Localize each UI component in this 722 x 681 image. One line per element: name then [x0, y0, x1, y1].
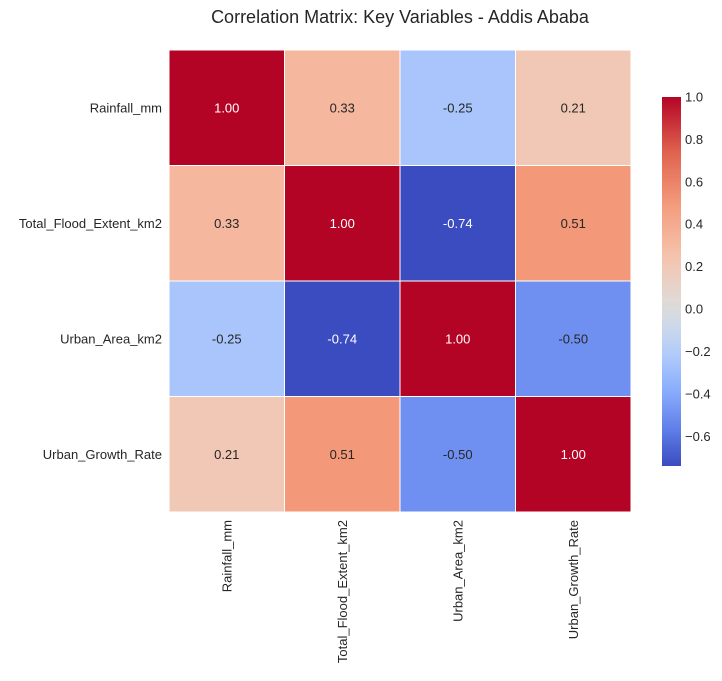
- column-labels: Rainfall_mm Total_Flood_Extent_km2 Urban_A…: [219, 520, 581, 663]
- column-label: Rainfall_mm: [219, 520, 234, 592]
- colorbar-tick-label: 0.2: [685, 259, 703, 274]
- heatmap-cell: [515, 165, 632, 282]
- cell-value-label: -0.50: [558, 331, 588, 346]
- colorbar-tick-label: 0.8: [685, 132, 703, 147]
- heatmap-cell: [168, 49, 285, 166]
- column-label: Total_Flood_Extent_km2: [335, 520, 350, 663]
- row-label: Urban_Growth_Rate: [43, 447, 162, 462]
- cell-value-label: 0.33: [330, 100, 355, 115]
- cell-value-label: 0.51: [561, 216, 586, 231]
- cell-value-label: 0.33: [214, 216, 239, 231]
- heatmap-cell: [399, 49, 516, 166]
- row-label: Total_Flood_Extent_km2: [19, 216, 162, 231]
- heatmap-cells: 1.00 0.33 -0.25 0.21 0.33 1.00 -0.74 0.51 -0.25 -…: [168, 49, 632, 513]
- column-label: Urban_Growth_Rate: [566, 520, 581, 639]
- colorbar-tick-label: −0.2: [685, 344, 711, 359]
- heatmap-cell: [168, 165, 285, 282]
- colorbar-tick-label: −0.4: [685, 386, 711, 401]
- cell-value-label: -0.74: [443, 216, 473, 231]
- cell-value-label: -0.25: [443, 100, 473, 115]
- heatmap-cell: [284, 49, 401, 166]
- heatmap-cell: [284, 165, 401, 282]
- cell-value-label: 1.00: [330, 216, 355, 231]
- cell-value-label: -0.74: [327, 331, 357, 346]
- cell-value-label: 0.21: [561, 100, 586, 115]
- heatmap-cell: [284, 280, 401, 397]
- heatmap-cell: [168, 396, 285, 513]
- chart-title: Correlation Matrix: Key Variables - Addi…: [211, 7, 590, 27]
- cell-value-label: -0.25: [212, 331, 242, 346]
- colorbar-tick-label: 1.0: [685, 90, 703, 105]
- heatmap-cell: [399, 396, 516, 513]
- colorbar-tick-label: 0.4: [685, 217, 703, 232]
- colorbar: 1.0 0.8 0.6 0.4 0.2 0.0 −0.2 −0.4 −0.6: [662, 90, 711, 466]
- cell-value-label: 0.21: [214, 447, 239, 462]
- row-label: Urban_Area_km2: [60, 331, 162, 346]
- cell-value-label: 1.00: [445, 331, 470, 346]
- heatmap-cell: [284, 396, 401, 513]
- colorbar-tick-label: −0.6: [685, 429, 711, 444]
- colorbar-tick-label: 0.6: [685, 174, 703, 189]
- heatmap-cell: [515, 280, 632, 397]
- cell-value-label: 1.00: [214, 100, 239, 115]
- heatmap-cell: [515, 396, 632, 513]
- row-labels: Rainfall_mm Total_Flood_Extent_km2 Urban_A…: [19, 100, 162, 462]
- cell-value-label: 0.51: [330, 447, 355, 462]
- column-label: Urban_Area_km2: [450, 520, 465, 622]
- colorbar-ticks: 1.0 0.8 0.6 0.4 0.2 0.0 −0.2 −0.4 −0.6: [685, 90, 711, 444]
- cell-value-label: -0.50: [443, 447, 473, 462]
- colorbar-tick-label: 0.0: [685, 302, 703, 317]
- row-label: Rainfall_mm: [90, 100, 162, 115]
- colorbar-gradient: [662, 97, 681, 466]
- heatmap-cell: [515, 49, 632, 166]
- cell-value-label: 1.00: [561, 447, 586, 462]
